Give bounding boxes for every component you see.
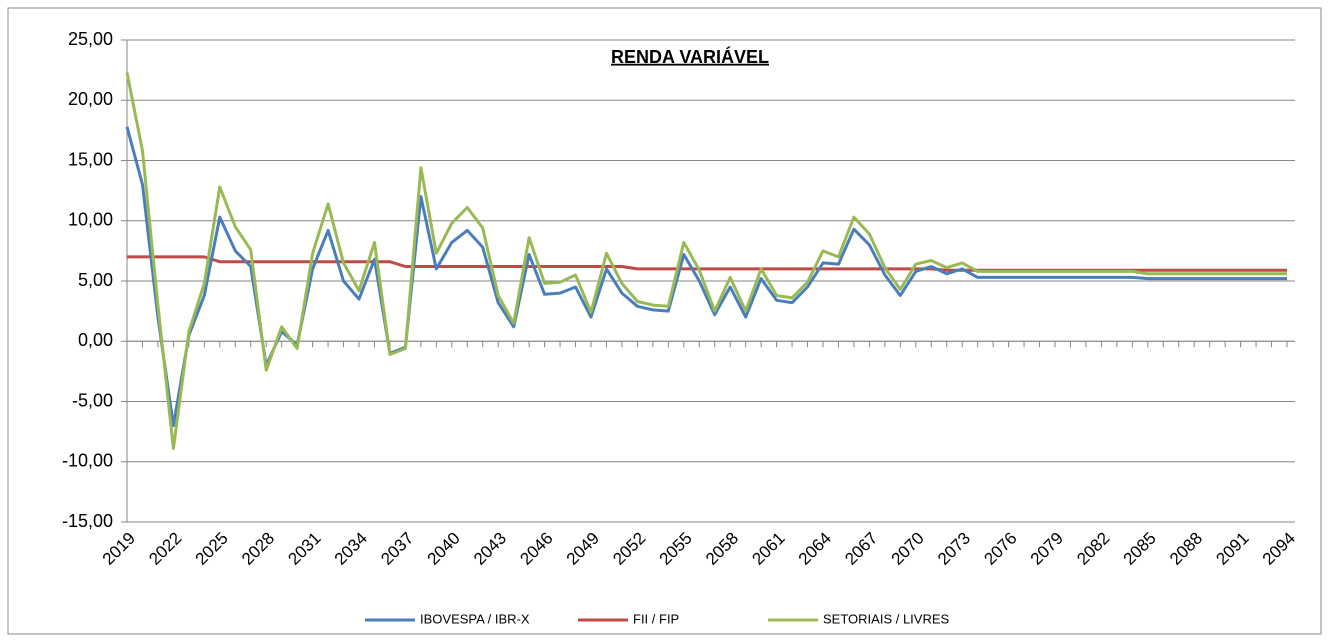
legend-label: SETORIAIS / LIVRES [823, 611, 950, 626]
y-tick-label: -5,00 [72, 390, 113, 410]
y-tick-label: 15,00 [68, 149, 113, 169]
series-line [125, 72, 1287, 450]
y-tick-label: -15,00 [62, 511, 113, 531]
legend-label: FII / FIP [633, 611, 679, 626]
y-tick-label: 20,00 [68, 89, 113, 109]
y-tick-label: 10,00 [68, 210, 113, 230]
chart-title: RENDA VARIÁVEL [611, 46, 769, 67]
legend-label: IBOVESPA / IBR-X [420, 611, 530, 626]
series-line [125, 126, 1287, 428]
chart-frame [7, 7, 1322, 635]
y-tick-label: 0,00 [78, 330, 113, 350]
y-tick-label: -10,00 [62, 451, 113, 471]
y-tick-label: 25,00 [68, 29, 113, 49]
y-tick-label: 5,00 [78, 270, 113, 290]
